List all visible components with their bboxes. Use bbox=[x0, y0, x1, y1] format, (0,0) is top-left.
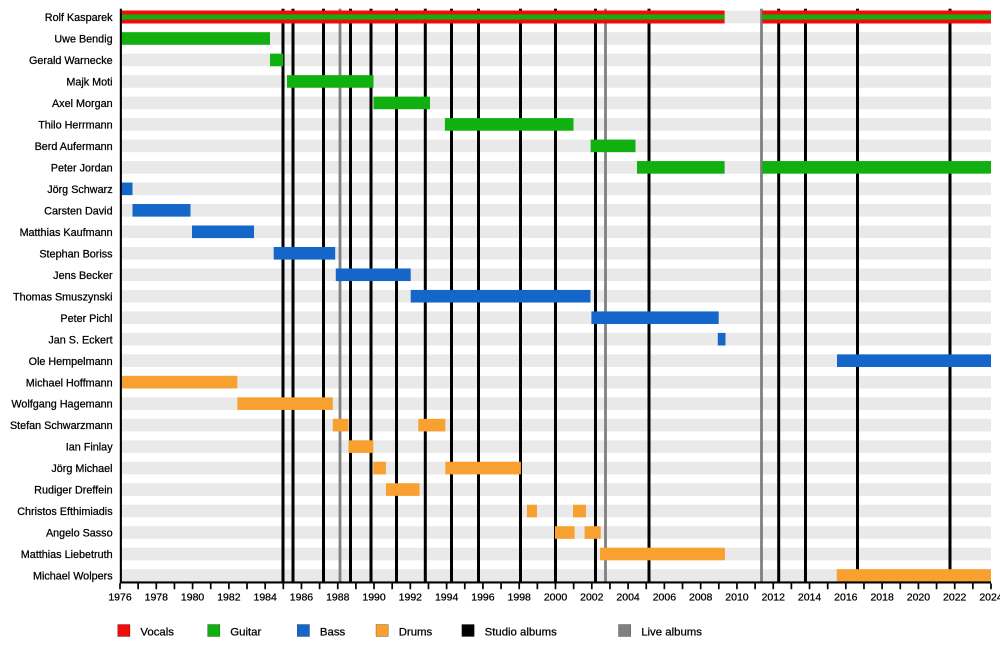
svg-text:Jens Becker: Jens Becker bbox=[53, 270, 113, 282]
svg-text:2006: 2006 bbox=[653, 592, 677, 604]
svg-text:2004: 2004 bbox=[616, 592, 640, 604]
svg-text:1996: 1996 bbox=[471, 592, 495, 604]
svg-text:Majk Moti: Majk Moti bbox=[66, 77, 112, 89]
svg-text:Christos Efthimiadis: Christos Efthimiadis bbox=[17, 506, 113, 518]
svg-text:1994: 1994 bbox=[435, 592, 459, 604]
svg-text:Axel Morgan: Axel Morgan bbox=[52, 98, 113, 110]
svg-text:Stephan Boriss: Stephan Boriss bbox=[39, 248, 113, 260]
svg-text:2008: 2008 bbox=[689, 592, 713, 604]
svg-text:Berd Aufermann: Berd Aufermann bbox=[35, 141, 113, 153]
svg-text:Wolfgang Hagemann: Wolfgang Hagemann bbox=[11, 399, 112, 411]
svg-text:Carsten David: Carsten David bbox=[44, 205, 112, 217]
svg-text:Jörg Schwarz: Jörg Schwarz bbox=[47, 184, 112, 196]
svg-text:1986: 1986 bbox=[290, 592, 314, 604]
svg-text:Jörg Michael: Jörg Michael bbox=[51, 463, 112, 475]
svg-text:2012: 2012 bbox=[762, 592, 786, 604]
svg-text:1978: 1978 bbox=[145, 592, 169, 604]
svg-text:2022: 2022 bbox=[943, 592, 967, 604]
svg-text:Peter Pichl: Peter Pichl bbox=[60, 313, 112, 325]
svg-text:Drums: Drums bbox=[399, 626, 433, 638]
svg-text:2010: 2010 bbox=[725, 592, 749, 604]
svg-text:Ole Hempelmann: Ole Hempelmann bbox=[29, 356, 113, 368]
svg-text:Stefan Schwarzmann: Stefan Schwarzmann bbox=[10, 420, 113, 432]
svg-text:2020: 2020 bbox=[907, 592, 931, 604]
svg-text:Jan S. Eckert: Jan S. Eckert bbox=[48, 334, 112, 346]
svg-text:1992: 1992 bbox=[399, 592, 423, 604]
svg-text:Peter Jordan: Peter Jordan bbox=[51, 162, 113, 174]
svg-text:1988: 1988 bbox=[326, 592, 350, 604]
svg-text:Vocals: Vocals bbox=[140, 626, 174, 638]
svg-text:Angelo Sasso: Angelo Sasso bbox=[46, 528, 113, 540]
svg-text:Thomas Smuszynski: Thomas Smuszynski bbox=[13, 291, 113, 303]
svg-text:2018: 2018 bbox=[870, 592, 894, 604]
svg-text:1976: 1976 bbox=[108, 592, 132, 604]
svg-text:2024: 2024 bbox=[979, 592, 1000, 604]
svg-text:Live albums: Live albums bbox=[641, 626, 702, 638]
svg-text:Michael Hoffmann: Michael Hoffmann bbox=[26, 377, 113, 389]
svg-text:2000: 2000 bbox=[544, 592, 568, 604]
svg-text:Rolf Kasparek: Rolf Kasparek bbox=[45, 12, 113, 24]
svg-text:Michael Wolpers: Michael Wolpers bbox=[33, 571, 113, 583]
svg-text:1998: 1998 bbox=[508, 592, 532, 604]
svg-text:Thilo Herrmann: Thilo Herrmann bbox=[38, 120, 112, 132]
svg-text:Matthias Kaufmann: Matthias Kaufmann bbox=[20, 227, 113, 239]
svg-text:2014: 2014 bbox=[798, 592, 822, 604]
svg-text:2016: 2016 bbox=[834, 592, 858, 604]
svg-text:1984: 1984 bbox=[253, 592, 277, 604]
svg-text:Guitar: Guitar bbox=[230, 626, 261, 638]
svg-text:Rudiger Dreffein: Rudiger Dreffein bbox=[34, 485, 112, 497]
svg-text:1982: 1982 bbox=[217, 592, 241, 604]
svg-text:Ian Finlay: Ian Finlay bbox=[66, 442, 113, 454]
svg-text:Studio albums: Studio albums bbox=[485, 626, 557, 638]
svg-text:2002: 2002 bbox=[580, 592, 604, 604]
svg-text:Gerald Warnecke: Gerald Warnecke bbox=[29, 55, 113, 67]
svg-text:1990: 1990 bbox=[362, 592, 386, 604]
svg-text:Uwe Bendig: Uwe Bendig bbox=[54, 34, 112, 46]
svg-text:1980: 1980 bbox=[181, 592, 205, 604]
svg-text:Matthias Liebetruth: Matthias Liebetruth bbox=[21, 549, 113, 561]
svg-text:Bass: Bass bbox=[320, 626, 346, 638]
